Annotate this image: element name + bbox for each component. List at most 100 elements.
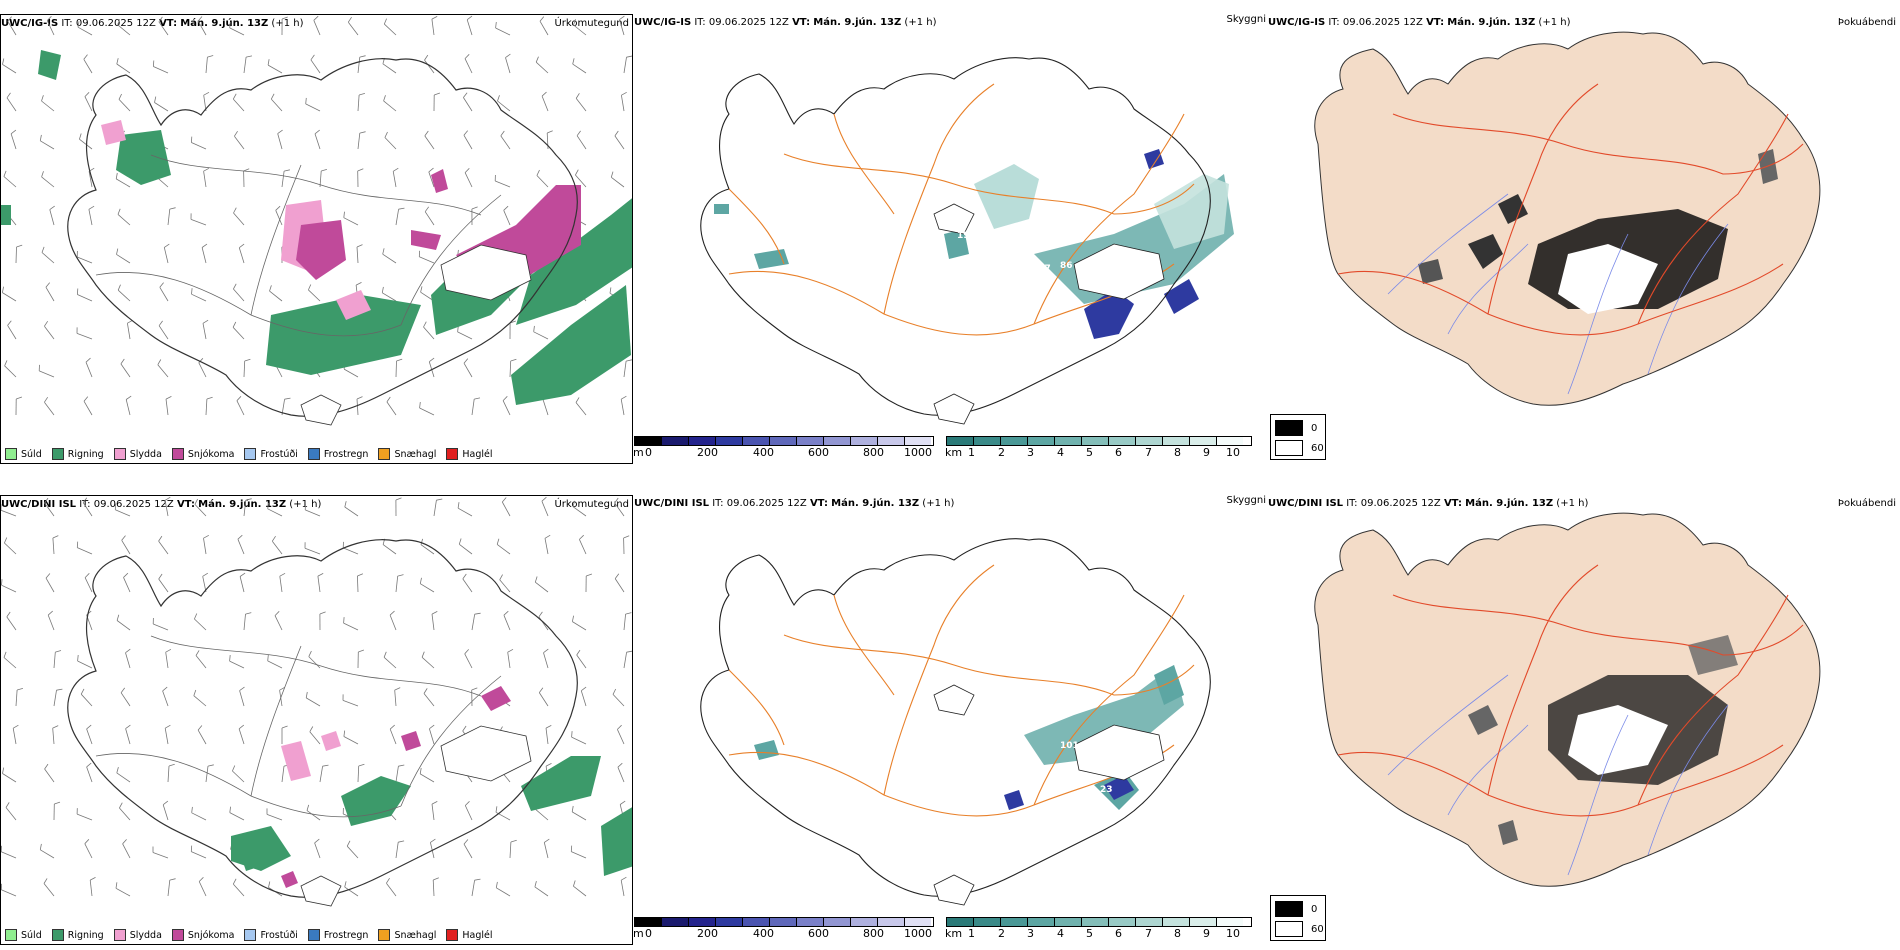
wind-barb-feather <box>541 496 547 502</box>
wind-barb-feather <box>281 725 288 729</box>
wind-barb <box>309 731 321 745</box>
wind-barb <box>46 20 55 36</box>
wind-barb <box>317 576 321 593</box>
wind-barb-feather <box>343 211 345 218</box>
legend-item-snow: Snjókoma <box>171 448 234 460</box>
wind-barb <box>572 63 587 74</box>
wind-barb <box>343 368 359 378</box>
wind-barb-feather <box>83 396 89 402</box>
sleet-areas <box>281 731 341 781</box>
wind-barb-feather <box>165 648 172 653</box>
wind-barb-feather <box>306 804 310 811</box>
legend-swatch <box>378 448 391 460</box>
wind-barb-feather <box>305 97 307 104</box>
wind-barb-feather <box>431 611 438 615</box>
fog-areas <box>1418 149 1778 314</box>
wind-barb <box>496 544 511 555</box>
wind-barb-feather <box>195 650 200 656</box>
wind-barb-feather <box>545 725 552 729</box>
wind-barb <box>121 540 131 555</box>
wind-barb-feather <box>433 877 439 881</box>
wind-barb <box>157 364 169 378</box>
wind-barb <box>277 133 283 150</box>
wind-barb <box>191 812 207 821</box>
wind-barb-feather <box>389 724 395 730</box>
visibility-tick: 8 <box>1174 446 1181 459</box>
wind-barb-feather <box>116 58 119 65</box>
wind-barb-feather <box>507 648 514 653</box>
wind-barb-feather <box>117 208 121 215</box>
wind-barb <box>123 577 131 593</box>
wind-barb-feather <box>119 802 123 809</box>
wind-barb-feather <box>319 611 326 615</box>
visibility-areas <box>754 665 1184 810</box>
wind-barb <box>457 331 473 340</box>
glaciers <box>300 244 532 426</box>
wind-barb-feather <box>310 54 315 61</box>
wind-barb-feather <box>343 617 345 624</box>
wind-barb <box>614 135 625 150</box>
wind-barb-feather <box>165 724 171 729</box>
wind-barb <box>162 804 169 821</box>
visibility-tick: 10 <box>1226 446 1240 459</box>
scale-swatch <box>689 918 716 926</box>
wind-barb-feather <box>157 359 162 365</box>
wind-barb-feather <box>154 96 157 103</box>
wind-barb-feather <box>579 534 584 540</box>
wind-barb <box>243 614 246 631</box>
wind-barb-feather <box>359 131 366 134</box>
wind-barb <box>308 656 321 669</box>
wind-barb <box>499 579 511 593</box>
visibility-tick: 1 <box>968 927 975 940</box>
visibility-scale: km 1 2 3 4 5 6 7 8 9 10 <box>945 436 1252 464</box>
wind-barb <box>41 176 55 188</box>
visibility-scale-unit: km <box>945 446 963 459</box>
wind-barb-feather <box>343 730 346 737</box>
wind-barb-feather <box>533 325 535 332</box>
wind-barb <box>85 362 93 378</box>
scale-swatch <box>947 437 974 445</box>
wind-barb <box>343 622 359 631</box>
scale-swatch <box>662 437 689 445</box>
wind-barb-feather <box>116 766 119 774</box>
wind-barb-feather <box>43 878 48 884</box>
wind-barb-feather <box>202 572 209 577</box>
wind-barb-feather <box>202 319 209 324</box>
wind-barb-feather <box>430 838 436 843</box>
wind-barb-feather <box>347 16 352 23</box>
wind-barb <box>165 652 169 669</box>
panel-header: UWC/IG-IS IT: 09.06.2025 12Z VT: Mán. 9.… <box>1 18 304 29</box>
scale-swatch <box>1163 918 1190 926</box>
precip-legend: Súld Rigning Slydda Snjókoma Frostúði Fr… <box>5 448 493 460</box>
wind-barb <box>15 246 17 264</box>
wind-barb <box>44 325 55 340</box>
wind-barb <box>190 219 207 226</box>
wind-barb <box>152 852 169 859</box>
wind-barb <box>239 576 245 593</box>
wind-barb <box>86 766 93 783</box>
wind-barb <box>115 887 131 897</box>
scale-swatch <box>797 918 824 926</box>
wind-barb <box>382 292 397 302</box>
wind-barb-feather <box>16 244 23 248</box>
wind-barb-feather <box>267 59 270 66</box>
wind-barb-feather <box>431 801 438 805</box>
wind-barb <box>122 843 131 859</box>
wind-barb <box>5 807 17 821</box>
wind-barb <box>115 178 131 188</box>
wind-barb-feather <box>269 285 272 292</box>
scale-swatch <box>1055 918 1082 926</box>
wind-barb-feather <box>193 689 197 696</box>
panel-title: Þokuábendi <box>1837 498 1896 509</box>
wind-barb <box>543 842 549 859</box>
wind-barb <box>2 64 17 74</box>
wind-barb <box>77 660 93 669</box>
wind-barb-feather <box>206 396 213 400</box>
wind-barb <box>386 401 397 416</box>
scale-swatch <box>878 437 905 445</box>
wind-barb <box>43 883 55 897</box>
roads <box>1337 564 1804 817</box>
visibility-tick: 9 <box>1203 927 1210 940</box>
wind-barb-feather <box>495 881 498 888</box>
wind-barb <box>419 256 435 264</box>
